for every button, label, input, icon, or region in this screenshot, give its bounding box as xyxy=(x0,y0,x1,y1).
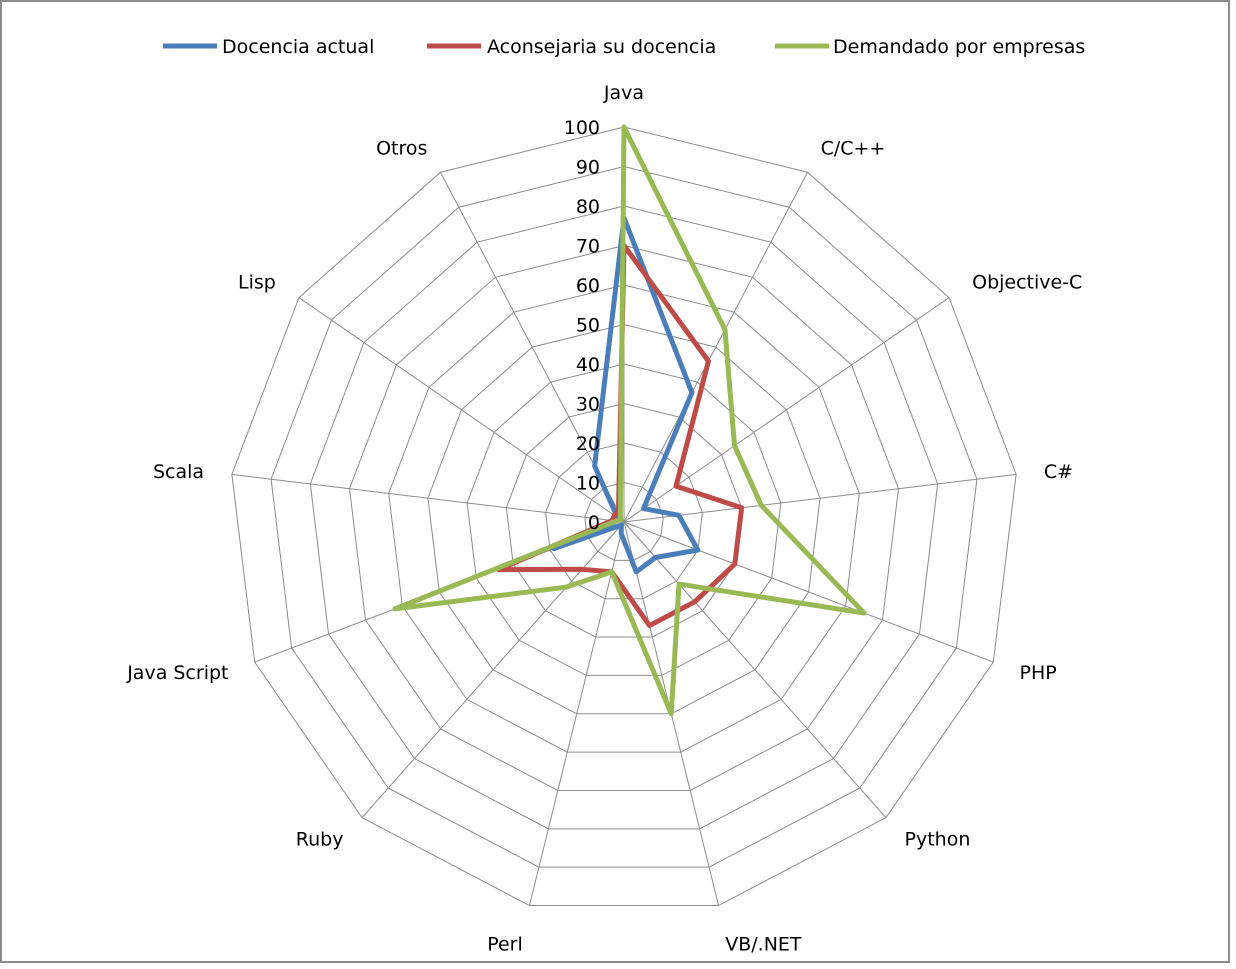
grid-spoke xyxy=(361,521,625,818)
grid-ring xyxy=(349,244,899,791)
tick-label: 90 xyxy=(576,157,600,179)
tick-label: 30 xyxy=(576,394,600,416)
grid-spoke xyxy=(623,172,809,523)
category-label: Python xyxy=(905,829,971,851)
series-line-2 xyxy=(392,124,867,717)
grid-ring xyxy=(388,284,860,753)
tick-label: 50 xyxy=(576,315,600,337)
tick-label: 20 xyxy=(576,433,600,455)
radar-grid xyxy=(231,126,1017,907)
radar-series xyxy=(392,124,867,717)
radial-tick-labels: 0 10 20 30 40 50 60 70 80 90 100 xyxy=(564,117,600,534)
grid-spoke xyxy=(623,521,887,818)
tick-label: 60 xyxy=(576,275,600,297)
tick-label: 80 xyxy=(576,196,600,218)
category-label: Perl xyxy=(487,934,523,956)
category-label: Objective-C xyxy=(972,272,1082,294)
category-label: Scala xyxy=(153,461,204,483)
series-line-1 xyxy=(495,243,745,629)
tick-label: 10 xyxy=(576,473,600,495)
legend-label: Aconsejaria su docencia xyxy=(487,36,716,58)
grid-spoke xyxy=(623,473,1017,523)
grid-ring xyxy=(309,205,939,830)
category-label: Lisp xyxy=(238,272,276,294)
category-label: Ruby xyxy=(296,829,344,851)
category-label: C/C++ xyxy=(821,137,886,159)
category-label: Java Script xyxy=(126,662,228,684)
category-labels: Java C/C++ Objective-C C# PHP Python VB/.NET Pe… xyxy=(126,82,1082,956)
grid-spoke xyxy=(231,473,625,523)
tick-label: 40 xyxy=(576,354,600,376)
tick-label: 0 xyxy=(588,512,600,534)
grid-ring xyxy=(270,165,978,868)
grid-ring xyxy=(505,402,743,638)
grid-ring xyxy=(427,323,821,715)
tick-label: 100 xyxy=(564,117,600,139)
tick-label: 70 xyxy=(576,236,600,258)
grid-spoke xyxy=(298,297,625,523)
category-label: VB/.NET xyxy=(725,934,802,956)
category-label: C# xyxy=(1044,461,1073,483)
grid-ring xyxy=(466,363,782,676)
grid-ring xyxy=(584,481,664,561)
grid-spoke xyxy=(623,521,994,663)
legend-label: Demandado por empresas xyxy=(833,36,1085,58)
legend: Docencia actual Aconsejaria su docencia De… xyxy=(163,36,1085,58)
series-line-0 xyxy=(551,215,701,575)
grid-ring xyxy=(231,126,1017,907)
grid-spoke xyxy=(528,521,625,906)
category-label: Java xyxy=(603,82,644,104)
category-label: Otros xyxy=(376,137,427,159)
category-label: PHP xyxy=(1020,662,1057,684)
legend-label: Docencia actual xyxy=(222,36,374,58)
